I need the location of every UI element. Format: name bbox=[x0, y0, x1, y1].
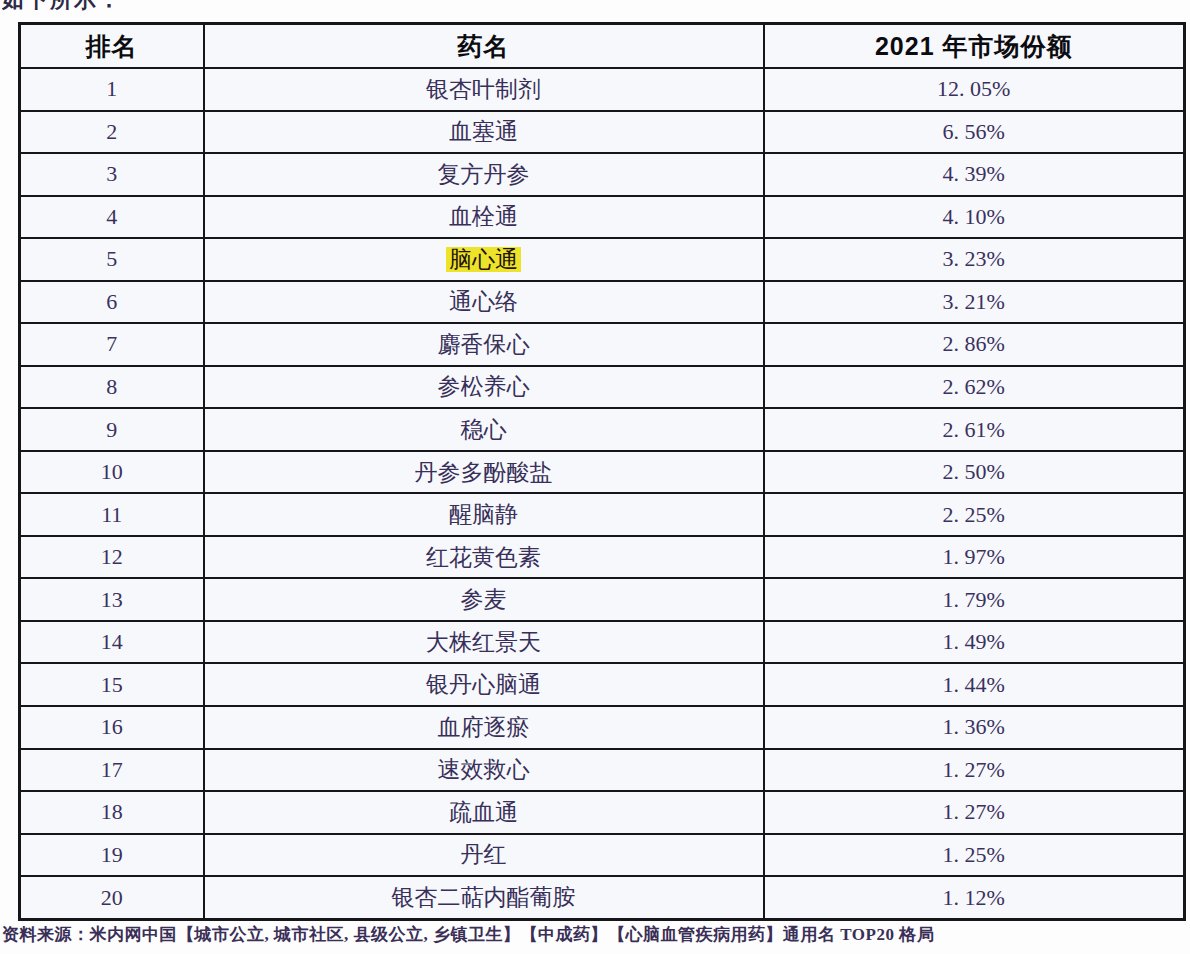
rank-cell: 1 bbox=[20, 68, 204, 111]
drug-name-cell: 血府逐瘀 bbox=[204, 706, 764, 749]
market-share-cell: 1. 27% bbox=[764, 749, 1185, 792]
drug-name-cell: 血栓通 bbox=[204, 196, 764, 239]
market-share-cell: 4. 10% bbox=[764, 196, 1185, 239]
table-row: 7麝香保心2. 86% bbox=[20, 323, 1185, 366]
rank-cell: 10 bbox=[20, 451, 204, 494]
table-row: 17速效救心1. 27% bbox=[20, 749, 1185, 792]
table-row: 16血府逐瘀1. 36% bbox=[20, 706, 1185, 749]
rank-cell: 5 bbox=[20, 238, 204, 281]
market-share-cell: 1. 25% bbox=[764, 834, 1185, 877]
market-share-cell: 1. 36% bbox=[764, 706, 1185, 749]
market-share-cell: 3. 21% bbox=[764, 281, 1185, 324]
market-share-table: 排名药名2021 年市场份额 1银杏叶制剂12. 05%2血塞通6. 56%3复… bbox=[18, 22, 1186, 921]
drug-name-cell: 稳心 bbox=[204, 408, 764, 451]
table-row: 1银杏叶制剂12. 05% bbox=[20, 68, 1185, 111]
drug-name-cell: 红花黄色素 bbox=[204, 536, 764, 579]
drug-name-cell: 丹红 bbox=[204, 834, 764, 877]
column-header-drug-name: 药名 bbox=[204, 24, 764, 69]
market-share-cell: 1. 79% bbox=[764, 578, 1185, 621]
drug-name-cell: 银杏叶制剂 bbox=[204, 68, 764, 111]
rank-cell: 17 bbox=[20, 749, 204, 792]
drug-name-cell: 大株红景天 bbox=[204, 621, 764, 664]
rank-cell: 4 bbox=[20, 196, 204, 239]
table-row: 20银杏二萜内酯葡胺1. 12% bbox=[20, 876, 1185, 919]
column-header-market-share: 2021 年市场份额 bbox=[764, 24, 1185, 69]
market-share-cell: 2. 86% bbox=[764, 323, 1185, 366]
market-share-cell: 1. 27% bbox=[764, 791, 1185, 834]
table-row: 12红花黄色素1. 97% bbox=[20, 536, 1185, 579]
highlighted-drug-name: 脑心通 bbox=[446, 247, 521, 272]
table-row: 3复方丹参4. 39% bbox=[20, 153, 1185, 196]
rank-cell: 16 bbox=[20, 706, 204, 749]
drug-name-cell: 疏血通 bbox=[204, 791, 764, 834]
drug-name-cell: 麝香保心 bbox=[204, 323, 764, 366]
source-note: 资料来源：米内网中国【城市公立, 城市社区, 县级公立, 乡镇卫生】【中成药】【… bbox=[2, 923, 1188, 946]
rank-cell: 12 bbox=[20, 536, 204, 579]
rank-cell: 6 bbox=[20, 281, 204, 324]
rank-cell: 20 bbox=[20, 876, 204, 919]
table-row: 14大株红景天1. 49% bbox=[20, 621, 1185, 664]
rank-cell: 3 bbox=[20, 153, 204, 196]
market-share-cell: 2. 61% bbox=[764, 408, 1185, 451]
table-row: 18疏血通1. 27% bbox=[20, 791, 1185, 834]
rank-cell: 18 bbox=[20, 791, 204, 834]
drug-name-cell: 脑心通 bbox=[204, 238, 764, 281]
table-row: 4血栓通4. 10% bbox=[20, 196, 1185, 239]
rank-cell: 2 bbox=[20, 111, 204, 154]
drug-name-cell: 速效救心 bbox=[204, 749, 764, 792]
table-row: 2血塞通6. 56% bbox=[20, 111, 1185, 154]
table-row: 5 脑心通 3. 23% bbox=[20, 238, 1185, 281]
market-share-cell: 1. 44% bbox=[764, 663, 1185, 706]
rank-cell: 13 bbox=[20, 578, 204, 621]
table-row: 9稳心2. 61% bbox=[20, 408, 1185, 451]
table-row: 15银丹心脑通1. 44% bbox=[20, 663, 1185, 706]
market-share-cell: 1. 97% bbox=[764, 536, 1185, 579]
drug-name-cell: 参麦 bbox=[204, 578, 764, 621]
top-clipped-text: 如下所示： bbox=[2, 0, 302, 11]
drug-name-cell: 银丹心脑通 bbox=[204, 663, 764, 706]
rank-cell: 8 bbox=[20, 366, 204, 409]
drug-name-cell: 醒脑静 bbox=[204, 493, 764, 536]
drug-name-cell: 血塞通 bbox=[204, 111, 764, 154]
rank-cell: 14 bbox=[20, 621, 204, 664]
column-header-rank: 排名 bbox=[20, 24, 204, 69]
header-row: 排名药名2021 年市场份额 bbox=[20, 24, 1185, 69]
rank-cell: 7 bbox=[20, 323, 204, 366]
table-body: 1银杏叶制剂12. 05%2血塞通6. 56%3复方丹参4. 39%4血栓通4.… bbox=[20, 68, 1185, 920]
table-row: 19丹红1. 25% bbox=[20, 834, 1185, 877]
drug-name-cell: 银杏二萜内酯葡胺 bbox=[204, 876, 764, 919]
table-row: 13参麦1. 79% bbox=[20, 578, 1185, 621]
market-share-cell: 2. 25% bbox=[764, 493, 1185, 536]
drug-name-cell: 复方丹参 bbox=[204, 153, 764, 196]
market-share-cell: 6. 56% bbox=[764, 111, 1185, 154]
market-share-cell: 3. 23% bbox=[764, 238, 1185, 281]
drug-name-cell: 通心络 bbox=[204, 281, 764, 324]
table-row: 6通心络3. 21% bbox=[20, 281, 1185, 324]
rank-cell: 15 bbox=[20, 663, 204, 706]
drug-name-cell: 丹参多酚酸盐 bbox=[204, 451, 764, 494]
drug-name-cell: 参松养心 bbox=[204, 366, 764, 409]
rank-cell: 11 bbox=[20, 493, 204, 536]
table-row: 10丹参多酚酸盐2. 50% bbox=[20, 451, 1185, 494]
market-share-cell: 4. 39% bbox=[764, 153, 1185, 196]
table-row: 11醒脑静2. 25% bbox=[20, 493, 1185, 536]
market-share-cell: 1. 12% bbox=[764, 876, 1185, 919]
market-share-cell: 2. 62% bbox=[764, 366, 1185, 409]
rank-cell: 9 bbox=[20, 408, 204, 451]
market-share-cell: 12. 05% bbox=[764, 68, 1185, 111]
market-share-cell: 2. 50% bbox=[764, 451, 1185, 494]
market-share-cell: 1. 49% bbox=[764, 621, 1185, 664]
rank-cell: 19 bbox=[20, 834, 204, 877]
top-clipped-text-content: 如下所示： bbox=[2, 0, 302, 11]
table-row: 8参松养心2. 62% bbox=[20, 366, 1185, 409]
